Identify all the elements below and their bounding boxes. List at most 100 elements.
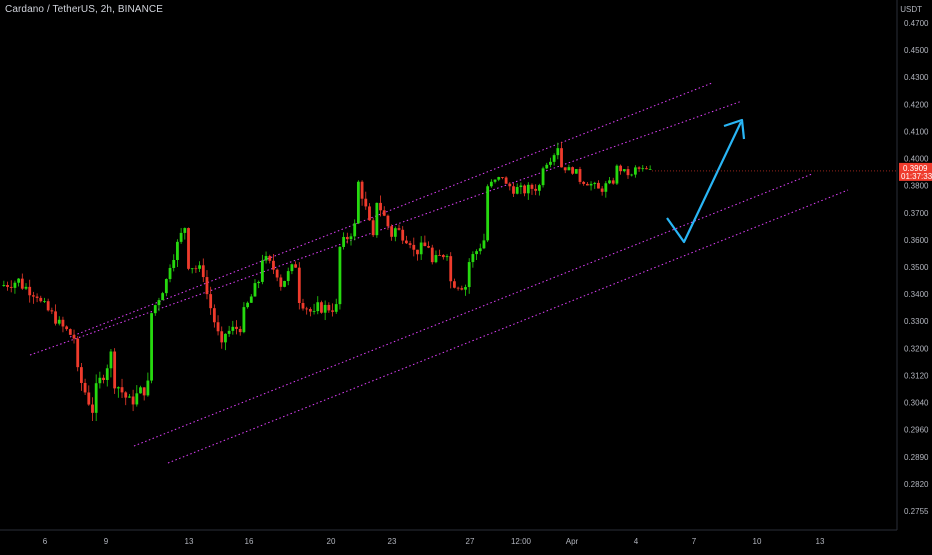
- candle: [497, 176, 501, 182]
- x-tick-label: 10: [753, 537, 762, 546]
- candle: [637, 166, 641, 172]
- candle-body: [105, 368, 109, 380]
- candle-body: [290, 264, 294, 272]
- candle-body: [515, 187, 519, 194]
- candle: [412, 237, 416, 257]
- candle: [345, 232, 349, 244]
- candle-body: [549, 161, 552, 165]
- y-tick-label: 0.3600: [904, 236, 929, 245]
- candle-body: [445, 256, 449, 258]
- candle-body: [260, 260, 264, 282]
- channel-line: [167, 189, 849, 464]
- candle-body: [563, 167, 567, 171]
- time-axis[interactable]: 6 9 13 16 20 23 27 12:00 Apr 4 7 10 13: [0, 529, 897, 546]
- candle: [17, 278, 21, 287]
- candle: [227, 325, 231, 337]
- channel-line: [133, 173, 813, 447]
- candle: [508, 182, 512, 191]
- y-tick-label: 0.2890: [904, 453, 929, 462]
- candle-body: [368, 206, 371, 221]
- candle-body: [216, 322, 220, 332]
- candle-body: [283, 280, 286, 287]
- candle-body: [648, 169, 652, 170]
- candle-body: [353, 223, 357, 237]
- candle: [301, 298, 305, 311]
- candle-body: [87, 392, 91, 405]
- candle: [80, 362, 83, 391]
- candle: [209, 286, 213, 315]
- candle-body: [379, 202, 382, 211]
- channel-line: [29, 100, 743, 356]
- candle: [157, 297, 161, 312]
- x-tick-label: Apr: [566, 537, 579, 546]
- candle: [290, 263, 294, 275]
- y-tick-label: 0.3700: [904, 209, 929, 218]
- candle-body: [552, 155, 556, 162]
- candle-body: [249, 296, 253, 303]
- countdown-label: 01:37:33: [901, 172, 932, 181]
- candle: [168, 264, 172, 283]
- candle-body: [523, 185, 526, 194]
- candle: [534, 184, 538, 196]
- candle-body: [31, 295, 35, 297]
- candle-body: [142, 387, 146, 396]
- candle: [28, 279, 32, 303]
- candle-body: [423, 242, 427, 247]
- candle-body: [334, 304, 338, 312]
- candle: [604, 181, 608, 198]
- candle: [20, 273, 24, 290]
- candle: [401, 226, 405, 245]
- candle-body: [390, 226, 394, 237]
- candle-body: [286, 271, 290, 281]
- candle-body: [94, 383, 98, 413]
- candle-body: [209, 294, 213, 309]
- candle-body: [449, 256, 453, 282]
- chart-title: Cardano / TetherUS, 2h, BINANCE: [5, 4, 163, 15]
- candle: [449, 252, 453, 289]
- candle: [619, 164, 623, 175]
- candle: [260, 254, 264, 285]
- candle-body: [619, 165, 623, 172]
- candle-body: [419, 242, 423, 255]
- candle-body: [201, 265, 205, 278]
- candle-body: [331, 310, 334, 312]
- candle-body: [316, 302, 320, 312]
- candle: [153, 304, 157, 316]
- y-tick-label: 0.4500: [904, 46, 929, 55]
- candle: [131, 389, 135, 412]
- candle: [113, 348, 117, 394]
- candle: [549, 157, 552, 168]
- candle-body: [430, 247, 434, 263]
- candle: [331, 303, 334, 317]
- candle-body: [508, 183, 512, 187]
- candle-body: [493, 179, 497, 182]
- candle: [397, 224, 401, 231]
- candle: [541, 166, 545, 188]
- candle: [268, 254, 272, 264]
- candle: [35, 293, 39, 303]
- candle: [567, 164, 571, 171]
- candle: [212, 304, 216, 328]
- candle-body: [622, 169, 626, 172]
- candle-body: [360, 181, 364, 199]
- candle-body: [641, 168, 645, 170]
- candle-body: [246, 302, 249, 308]
- candle-body: [482, 240, 486, 249]
- candle-body: [327, 304, 331, 311]
- candle-body: [190, 268, 194, 270]
- x-tick-label: 9: [104, 537, 109, 546]
- candle: [316, 296, 320, 315]
- candle-body: [305, 308, 309, 310]
- candle-body: [593, 182, 597, 184]
- price-axis[interactable]: 0.4700 0.4500 0.4300 0.4200 0.4100 0.4000 0.38…: [896, 0, 932, 550]
- candle: [467, 258, 471, 294]
- candle-body: [349, 236, 353, 240]
- candle: [94, 374, 98, 421]
- candle: [249, 294, 253, 303]
- candle: [405, 235, 408, 244]
- candle-body: [194, 268, 198, 270]
- candle: [390, 224, 394, 241]
- candle-body: [235, 326, 238, 329]
- candle-body: [131, 396, 135, 405]
